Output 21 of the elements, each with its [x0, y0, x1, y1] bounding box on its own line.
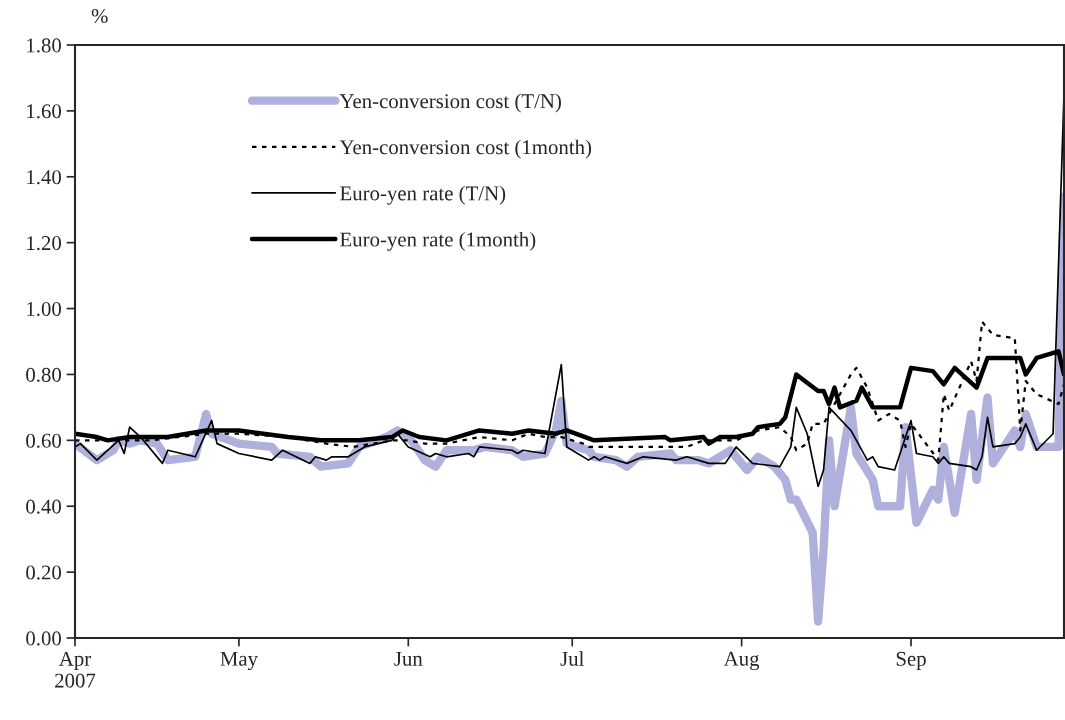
- x-tick-label: Jul: [560, 651, 584, 666]
- legend-label: Yen-conversion cost (T/N): [339, 93, 561, 113]
- y-tick-label: 1.40: [27, 170, 62, 185]
- y-tick-label: 1.80: [27, 38, 62, 53]
- x-tick-label: Apr 2007: [55, 651, 96, 688]
- x-tick-label: May: [220, 651, 258, 671]
- y-tick-label: 0.40: [26, 499, 62, 514]
- y-tick-label: 0.80: [26, 367, 62, 382]
- y-tick-label: 0.20: [26, 565, 62, 580]
- y-tick-label: 1.20: [27, 236, 62, 251]
- legend-label: Yen-conversion cost (1month): [339, 139, 592, 159]
- x-tick-label: Jun: [394, 652, 423, 666]
- y-axis-title: %: [91, 8, 108, 24]
- y-tick-label: 0.00: [26, 631, 62, 646]
- y-tick-label: 0.60: [26, 433, 62, 448]
- x-tick-label: Sep: [896, 651, 926, 671]
- x-tick-label: Aug: [723, 651, 760, 671]
- y-tick-label: 1.60: [27, 104, 62, 119]
- legend-label: Euro-yen rate (T/N): [340, 185, 506, 205]
- y-tick-label: 1.00: [27, 301, 62, 317]
- legend-label: Euro-yen rate (1month): [340, 231, 536, 251]
